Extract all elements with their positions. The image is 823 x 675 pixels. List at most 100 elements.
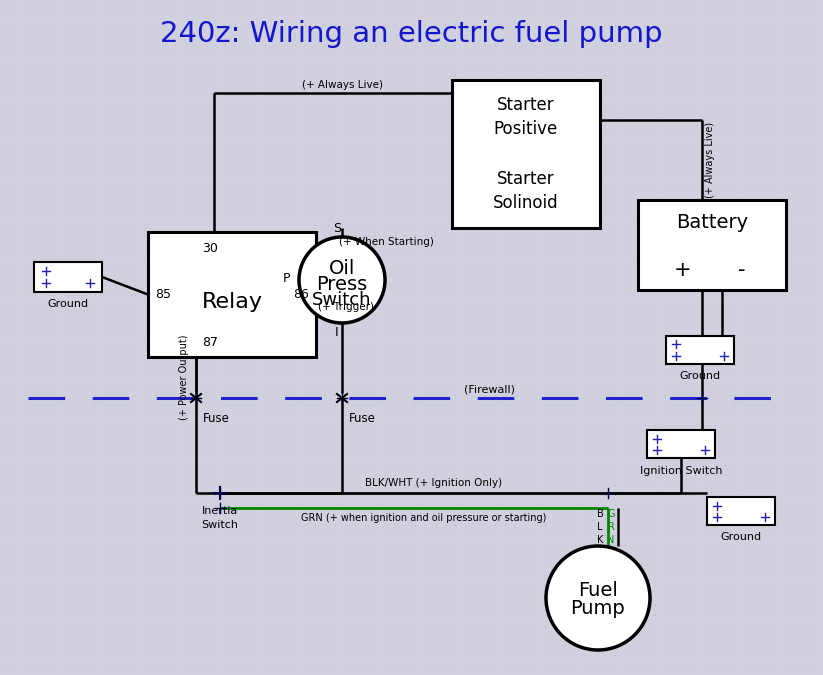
Point xyxy=(158,410,171,421)
Point xyxy=(408,290,421,300)
Point xyxy=(99,310,112,321)
Point xyxy=(738,59,751,70)
Point xyxy=(658,620,672,630)
Point xyxy=(788,219,802,230)
Point xyxy=(148,510,161,520)
Point xyxy=(268,80,281,90)
Point xyxy=(728,140,742,151)
Point xyxy=(348,230,361,240)
Point xyxy=(418,230,431,240)
Point xyxy=(138,329,151,340)
Point xyxy=(8,450,21,460)
Point xyxy=(798,340,811,350)
Point xyxy=(718,319,732,330)
Point xyxy=(239,70,252,80)
Point xyxy=(208,350,221,360)
Point xyxy=(649,0,662,10)
Point xyxy=(319,230,332,240)
Point xyxy=(229,439,242,450)
Point xyxy=(629,169,642,180)
Point xyxy=(148,310,161,321)
Point xyxy=(88,640,101,651)
Point xyxy=(88,319,101,330)
Point xyxy=(588,340,602,350)
Point xyxy=(738,460,751,470)
Point xyxy=(678,630,691,641)
Point xyxy=(128,0,142,10)
Point xyxy=(319,300,332,310)
Point xyxy=(808,530,821,541)
Point xyxy=(588,580,602,591)
Point xyxy=(398,260,412,271)
Point xyxy=(759,230,772,240)
Point xyxy=(709,210,722,221)
Point xyxy=(429,169,442,180)
Point xyxy=(348,450,361,460)
Point xyxy=(769,480,782,491)
Point xyxy=(699,230,712,240)
Point xyxy=(288,599,301,610)
Point xyxy=(369,169,382,180)
Point xyxy=(488,480,501,491)
Point xyxy=(569,389,582,400)
Point xyxy=(488,169,501,180)
Point xyxy=(439,520,452,531)
Point xyxy=(579,140,592,151)
Point xyxy=(179,350,192,360)
Point xyxy=(319,589,332,600)
Point xyxy=(538,489,551,500)
Point xyxy=(158,580,171,591)
Point xyxy=(509,450,522,460)
Point xyxy=(528,70,542,80)
Point xyxy=(309,420,322,431)
Point xyxy=(569,500,582,510)
Point xyxy=(198,630,212,641)
Point xyxy=(769,49,782,60)
Point xyxy=(158,350,171,360)
Point xyxy=(158,610,171,620)
Point xyxy=(728,219,742,230)
Point xyxy=(538,130,551,140)
Point xyxy=(728,329,742,340)
Point xyxy=(179,130,192,140)
Point xyxy=(429,100,442,111)
Point xyxy=(808,510,821,520)
Point xyxy=(88,460,101,470)
Point xyxy=(639,20,652,30)
Point xyxy=(429,350,442,360)
Point xyxy=(499,130,512,140)
Point xyxy=(588,180,602,190)
Point xyxy=(258,520,272,531)
Point xyxy=(798,630,811,641)
Point xyxy=(449,130,462,140)
Point xyxy=(39,0,52,10)
Point xyxy=(478,300,491,310)
Point xyxy=(388,350,402,360)
Point xyxy=(458,190,472,200)
Point xyxy=(109,470,122,481)
Point xyxy=(699,310,712,321)
Point xyxy=(518,429,532,440)
Point xyxy=(218,439,231,450)
Point xyxy=(119,310,132,321)
Point xyxy=(429,429,442,440)
Point xyxy=(249,269,262,280)
Point xyxy=(738,389,751,400)
Point xyxy=(658,230,672,240)
Point xyxy=(99,219,112,230)
Point xyxy=(128,90,142,101)
Point xyxy=(278,180,291,190)
Point xyxy=(169,150,182,161)
Point xyxy=(388,310,402,321)
Point xyxy=(398,599,412,610)
Point xyxy=(169,439,182,450)
Point xyxy=(278,40,291,51)
Point xyxy=(18,510,31,520)
Point xyxy=(608,480,621,491)
Text: Fuse: Fuse xyxy=(349,412,375,425)
Point xyxy=(769,190,782,200)
Point xyxy=(798,549,811,560)
Point xyxy=(429,200,442,211)
Point xyxy=(358,70,371,80)
Point xyxy=(449,389,462,400)
